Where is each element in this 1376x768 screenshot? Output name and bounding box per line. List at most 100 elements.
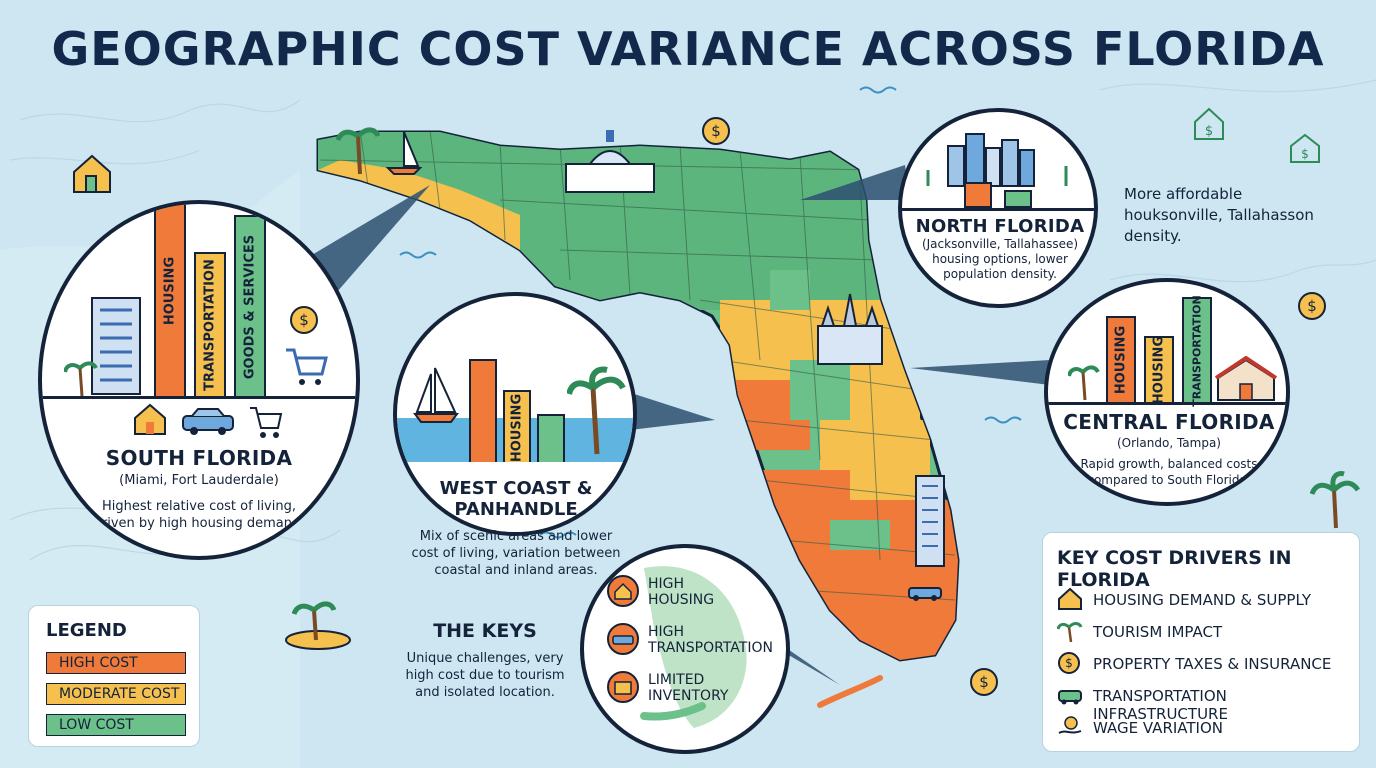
south-florida-panel: HOUSING TRANSPORTATION GOODS & SERVICES … xyxy=(38,200,360,560)
dollar-coin-icon: $ xyxy=(970,668,998,696)
house-icon xyxy=(607,575,639,607)
driver-label: HOUSING DEMAND & SUPPLY xyxy=(1093,591,1311,609)
north-bar-high xyxy=(964,182,992,208)
south-florida-title: SOUTH FLORIDA xyxy=(105,446,293,470)
house-icon xyxy=(1214,356,1278,401)
palm-tree-icon xyxy=(567,366,626,455)
south-florida-desc-1: Highest relative cost of living, xyxy=(102,499,296,514)
capitol-building-icon xyxy=(565,130,655,193)
callout-north xyxy=(800,165,910,200)
svg-text:$: $ xyxy=(299,311,309,329)
west-coast-desc-2: cost of living, variation between xyxy=(411,546,621,561)
callout-west xyxy=(622,390,715,430)
keys-panel: HIGH HOUSING HIGH TRANSPORTATION LIMITED IN… xyxy=(580,544,790,754)
sailboat-icon xyxy=(413,367,459,423)
west-coast-panel: HOUSING xyxy=(393,292,637,536)
bar-housing: HOUSING xyxy=(503,390,531,464)
north-florida-subtitle: (Jacksonville, Tallahassee) xyxy=(921,237,1079,251)
bar-label: TRANSPORTATION xyxy=(1190,294,1204,407)
legend-item-moderate: MODERATE COST xyxy=(46,683,186,705)
palm-tree-icon xyxy=(64,361,98,397)
car-icon xyxy=(908,587,942,601)
key-drivers-title: KEY COST DRIVERS IN FLORIDA xyxy=(1057,547,1292,591)
north-side-text-3: density. xyxy=(1124,227,1182,245)
keys-item-line1: HIGH xyxy=(648,624,685,640)
west-coast-title: WEST COAST & PANHANDLE xyxy=(439,478,593,520)
dollar-coin-icon: $ xyxy=(1058,652,1080,674)
bar-housing: HOUSING xyxy=(154,204,186,396)
north-bar-chart xyxy=(962,180,1038,208)
house-icon xyxy=(134,403,166,435)
legend-title: LEGEND xyxy=(46,620,127,641)
bar-high xyxy=(469,359,497,464)
island xyxy=(285,630,351,650)
palm-tree-icon xyxy=(1057,622,1083,643)
keys-desc-3: and isolated location. xyxy=(415,685,555,700)
legend-panel: LEGEND HIGH COST MODERATE COST LOW COST xyxy=(28,605,200,747)
west-bar-chart: HOUSING xyxy=(467,340,567,464)
svg-text:$: $ xyxy=(1301,147,1309,161)
south-bar-chart: HOUSING TRANSPORTATION GOODS & SERVICES xyxy=(150,204,270,396)
north-side-text-1: More affordable xyxy=(1124,185,1243,203)
bar-label: HOUSING xyxy=(1151,335,1167,405)
svg-text:$: $ xyxy=(1065,656,1073,670)
driver-label: WAGE VARIATION xyxy=(1093,719,1223,737)
north-florida-desc-2: population density. xyxy=(943,267,1057,281)
central-florida-desc-2: compared to South Florida. xyxy=(1087,473,1251,487)
driver-item: HOUSING DEMAND & SUPPLY xyxy=(1057,587,1357,613)
keys-item-line2: TRANSPORTATION xyxy=(648,640,773,656)
city-skyline-icon xyxy=(926,133,1068,187)
car-icon xyxy=(607,623,639,655)
west-coast-desc-1: Mix of scenic areas and lower xyxy=(419,529,613,544)
south-florida-subtitle: (Miami, Fort Lauderdale) xyxy=(119,473,279,488)
tower-building-icon xyxy=(915,475,945,567)
central-florida-subtitle: (Orlando, Tampa) xyxy=(1117,436,1221,450)
legend-item-low: LOW COST xyxy=(46,714,186,736)
office-building-icon xyxy=(91,297,141,395)
key-drivers-panel: KEY COST DRIVERS IN FLORIDA HOUSING DEMA… xyxy=(1042,532,1360,752)
central-florida-desc-1: Rapid growth, balanced costs xyxy=(1080,457,1258,471)
keys-item: HIGH TRANSPORTATION xyxy=(606,622,786,662)
palm-tree-icon xyxy=(292,601,336,641)
bar-goods-services: GOODS & SERVICES xyxy=(234,215,266,396)
bar-transportation: TRANSPORTATION xyxy=(194,252,226,396)
central-florida-title: CENTRAL FLORIDA xyxy=(1063,410,1275,434)
palm-tree-icon xyxy=(1310,471,1360,529)
north-florida-desc-1: housing options, lower xyxy=(932,252,1068,266)
keys-mini-map xyxy=(640,566,747,728)
bar-label: HOUSING xyxy=(509,393,525,463)
north-florida-title: NORTH FLORIDA xyxy=(915,216,1085,237)
page-title: GEOGRAPHIC COST VARIANCE ACROSS FLORIDA xyxy=(51,22,1325,76)
bar-label: GOODS & SERVICES xyxy=(242,234,258,379)
bar-label: HOUSING xyxy=(162,256,178,325)
bar-housing: HOUSING xyxy=(1106,316,1136,402)
driver-label: TOURISM IMPACT xyxy=(1093,623,1223,641)
west-coast-desc-3: coastal and inland areas. xyxy=(434,563,598,578)
car-icon xyxy=(1058,690,1082,705)
callout-south xyxy=(300,185,430,300)
bar-label: TRANSPORTATION xyxy=(202,259,218,391)
water-waves xyxy=(399,86,1022,539)
car-icon xyxy=(182,408,234,435)
palm-tree-icon xyxy=(336,127,380,175)
house-dollar-icon: $ xyxy=(1194,107,1224,140)
keys-islands xyxy=(817,675,883,708)
keys-title: THE KEYS xyxy=(433,620,537,642)
dollar-coin-icon: $ xyxy=(1298,292,1326,320)
bar-housing-2: HOUSING xyxy=(1144,335,1174,405)
bar-label: HOUSING xyxy=(1113,325,1129,395)
north-side-text-2: houksonville, Tallahasson xyxy=(1124,206,1314,224)
palm-tree-icon xyxy=(1068,365,1100,401)
callout-central xyxy=(910,360,1050,385)
keys-item-line1: LIMITED xyxy=(648,672,705,688)
shopping-cart-icon xyxy=(286,348,328,385)
bar-transportation: TRANSPORTATION xyxy=(1182,295,1212,406)
keys-item: LIMITED INVENTORY xyxy=(606,670,786,710)
legend-item-high: HIGH COST xyxy=(46,652,186,674)
north-bar-low xyxy=(1004,190,1032,208)
keys-desc-2: high cost due to tourism xyxy=(405,668,565,683)
central-florida-panel: HOUSING HOUSING TRANSPORTATION CENTRAL F… xyxy=(1044,278,1290,506)
house-icon xyxy=(73,154,111,193)
dollar-coin-icon: $ xyxy=(290,306,318,334)
